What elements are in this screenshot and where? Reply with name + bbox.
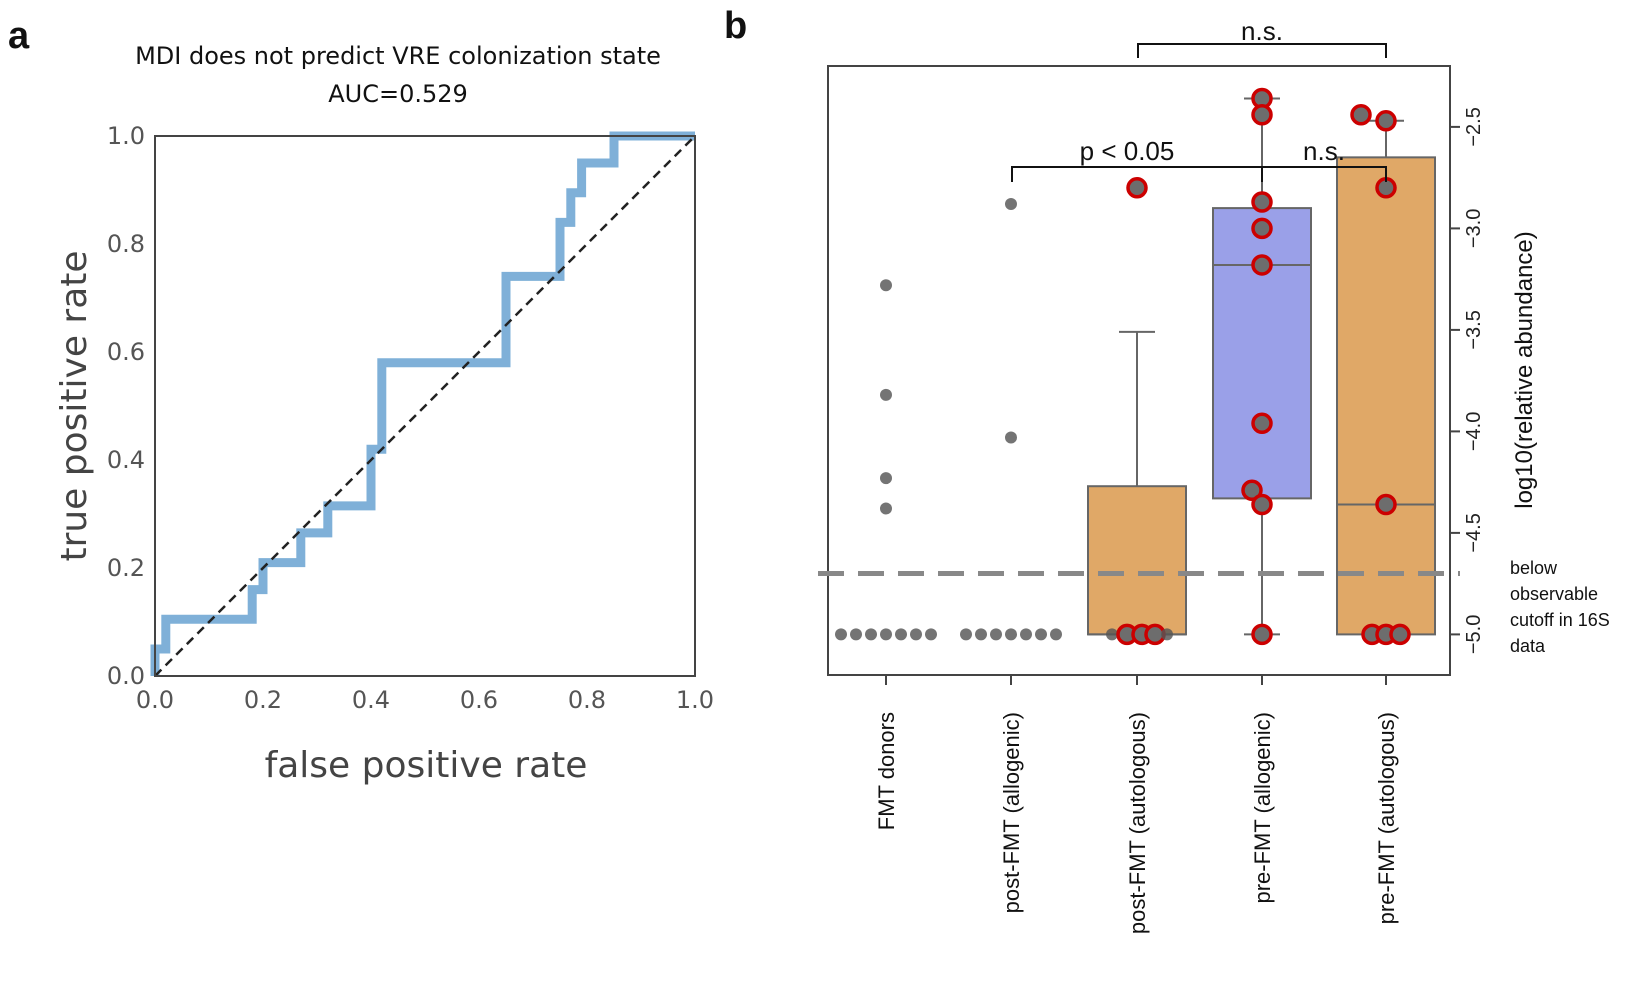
panel-a-ylabel: true positive rate: [54, 250, 95, 561]
y-tick-label: −3.0: [1463, 209, 1485, 248]
y-tick-label: 0.6: [107, 338, 145, 366]
panel-a-letter: a: [8, 15, 30, 57]
cutoff-note-line-3: cutoff in 16S: [1510, 610, 1610, 630]
data-point: [925, 628, 937, 641]
data-point: [990, 628, 1002, 641]
panel-b-plot-area: [818, 87, 1460, 646]
top-bracket: [1137, 43, 1387, 58]
box-3: [1087, 485, 1187, 636]
y-tick-label: 1.0: [107, 122, 145, 150]
data-point: [1106, 628, 1118, 641]
data-point: [880, 388, 892, 401]
y-tick-label: −3.5: [1463, 310, 1485, 349]
panel-a-title: MDI does not predict VRE colonization st…: [135, 42, 661, 70]
data-point-highlighted: [1389, 623, 1411, 646]
data-point: [1005, 198, 1017, 211]
data-point-highlighted: [1251, 412, 1273, 435]
panel-a-xlabel: false positive rate: [265, 745, 588, 786]
category-label: pre-FMT (allogenic): [1250, 712, 1275, 904]
data-point: [880, 502, 892, 515]
panel-a-frame: [154, 135, 696, 677]
panel-a-axis-ticks: 0.0 0.2 0.4 0.6 0.8 1.0 0.0 0.2 0.4 0.6 0.8 1.0: [107, 122, 714, 714]
panel-a-plot-area: [150, 131, 696, 677]
data-point: [1005, 628, 1017, 641]
data-point: [880, 628, 892, 641]
category-label: post-FMT (autologous): [1125, 712, 1150, 934]
data-point: [865, 628, 877, 641]
x-tick-label: 0.2: [244, 686, 282, 714]
data-point: [1050, 628, 1062, 641]
data-point-highlighted: [1251, 103, 1273, 126]
y-tick-label: −2.5: [1463, 107, 1485, 146]
category-label: post-FMT (allogenic): [999, 712, 1024, 913]
data-point: [880, 279, 892, 292]
cutoff-note-line-2: observable: [1510, 584, 1598, 604]
panel-b-letter: b: [724, 5, 747, 47]
data-point-highlighted: [1375, 493, 1397, 516]
data-point-highlighted: [1251, 623, 1273, 646]
data-point: [1020, 628, 1032, 641]
data-point-highlighted: [1251, 191, 1273, 213]
y-tick-label: 0.4: [107, 446, 145, 474]
data-point-highlighted: [1251, 217, 1273, 240]
data-point: [960, 628, 972, 641]
right-bracket: [1261, 166, 1387, 182]
x-tick-label: 0.0: [136, 686, 174, 714]
data-point: [1005, 431, 1017, 444]
panel-a-subtitle: AUC=0.529: [328, 80, 468, 108]
mid-bracket-label: p < 0.05: [1080, 136, 1175, 166]
data-point-highlighted: [1126, 177, 1148, 199]
cutoff-note-line-1: below: [1510, 558, 1558, 578]
data-point-highlighted: [1251, 493, 1273, 516]
x-tick-label: 0.4: [352, 686, 390, 714]
data-point: [1161, 628, 1173, 641]
data-point: [835, 628, 847, 641]
panel-b-axis-ticks: −2.5 −3.0 −3.5 −4.0 −4.5 −5.0 FMT donors post-F…: [874, 107, 1485, 934]
y-tick-label: −4.5: [1463, 513, 1485, 552]
data-point-highlighted: [1241, 479, 1263, 502]
data-point: [880, 472, 892, 485]
top-bracket-label: n.s.: [1241, 16, 1283, 46]
panel-b-ylabel: log10(relative abundance): [1511, 231, 1538, 509]
right-bracket-label: n.s.: [1303, 136, 1345, 166]
y-tick-label: −5.0: [1463, 615, 1485, 654]
box-5: [1336, 156, 1436, 636]
data-point-highlighted: [1251, 254, 1273, 276]
roc-curve-line: [150, 131, 695, 676]
category-label: FMT donors: [874, 712, 899, 830]
category-label: pre-FMT (autologous): [1374, 712, 1399, 924]
x-tick-label: 0.6: [460, 686, 498, 714]
chance-diagonal-line: [154, 135, 696, 677]
data-point: [895, 628, 907, 641]
y-tick-label: 0.0: [107, 662, 145, 690]
x-tick-label: 0.8: [568, 686, 606, 714]
data-point: [850, 628, 862, 641]
data-point: [1035, 628, 1047, 641]
data-point-highlighted: [1375, 110, 1397, 132]
y-tick-label: −4.0: [1463, 412, 1485, 451]
cutoff-note-line-4: data: [1510, 636, 1546, 656]
box-4: [1212, 207, 1312, 500]
y-tick-label: 0.8: [107, 230, 145, 258]
data-point: [975, 628, 987, 641]
data-point: [910, 628, 922, 641]
x-tick-label: 1.0: [676, 686, 714, 714]
y-tick-label: 0.2: [107, 554, 145, 582]
data-point-highlighted: [1350, 103, 1372, 126]
